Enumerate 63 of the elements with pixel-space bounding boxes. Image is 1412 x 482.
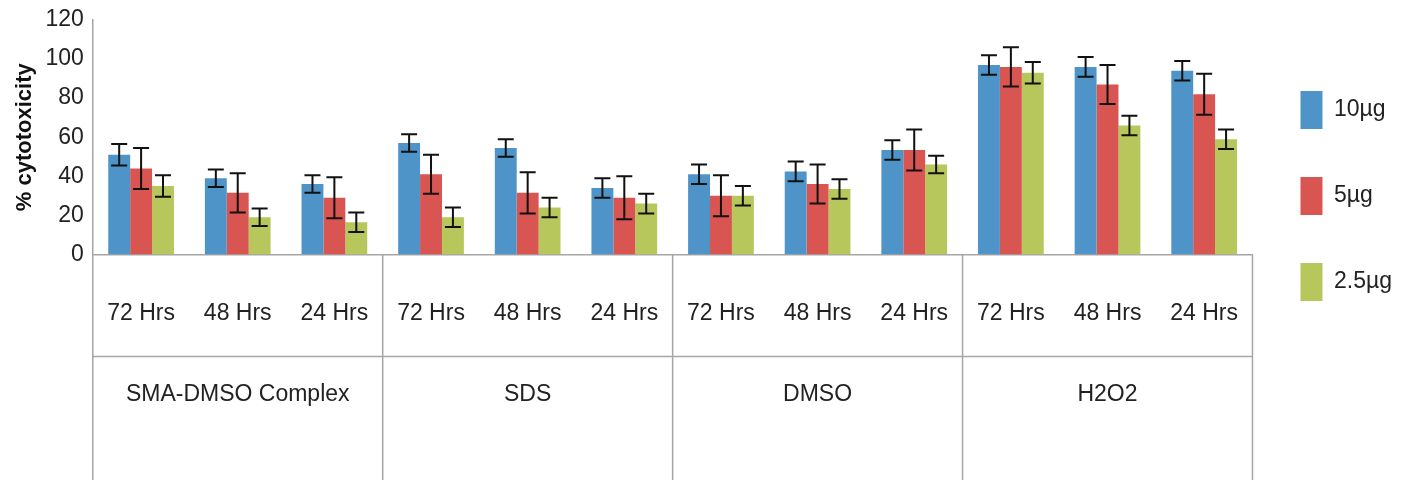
y-tick-label: 60 xyxy=(58,122,84,149)
bar xyxy=(152,186,174,255)
bar xyxy=(635,203,658,255)
x-tick-label: 48 Hrs xyxy=(783,298,852,325)
bar xyxy=(301,184,324,255)
x-tick-label: 24 Hrs xyxy=(300,298,369,325)
bar xyxy=(1074,66,1097,255)
bar xyxy=(710,195,732,255)
bar xyxy=(1215,139,1238,255)
legend-label: 2.5µg xyxy=(1333,267,1393,294)
bar xyxy=(903,149,926,255)
bar xyxy=(978,64,1000,255)
bar xyxy=(784,171,807,255)
bar xyxy=(1171,70,1194,255)
y-tick-label: 40 xyxy=(58,161,84,188)
bar xyxy=(226,192,249,255)
bar xyxy=(1118,125,1141,255)
bar xyxy=(688,174,710,255)
bar xyxy=(420,174,442,255)
legend-label: 5µg xyxy=(1333,181,1373,208)
y-tick-label: 120 xyxy=(45,5,84,32)
x-tick-label: 48 Hrs xyxy=(203,298,272,325)
bar xyxy=(108,154,131,255)
bar xyxy=(731,195,754,255)
bar xyxy=(999,66,1022,255)
bar xyxy=(130,168,153,255)
bar xyxy=(248,217,271,255)
x-tick-label: 72 Hrs xyxy=(107,298,175,325)
x-tick-label: 48 Hrs xyxy=(1073,298,1142,325)
y-axis-title: % cytotoxicity xyxy=(11,62,37,212)
bar xyxy=(1096,84,1119,255)
text: DMSO xyxy=(783,379,853,406)
x-tick-label: 24 Hrs xyxy=(1170,298,1239,325)
y-tick-label: 20 xyxy=(58,200,84,227)
bar xyxy=(204,178,227,255)
y-tick-label: 0 xyxy=(70,239,84,266)
bar xyxy=(1193,94,1216,255)
bar xyxy=(398,143,421,255)
x-tick-label: 48 Hrs xyxy=(493,298,562,325)
x-tick-label: 24 Hrs xyxy=(590,298,659,325)
x-tick-label: 72 Hrs xyxy=(687,298,755,325)
legend-label: 10µg xyxy=(1333,95,1386,122)
bar xyxy=(538,207,561,255)
bar xyxy=(441,217,464,255)
text: SMA-DMSO Complex xyxy=(125,379,351,406)
bar xyxy=(591,187,614,255)
y-tick-label: 100 xyxy=(45,44,84,71)
text: SDS xyxy=(504,379,552,406)
bar xyxy=(828,188,851,255)
x-tick-label: 72 Hrs xyxy=(977,298,1045,325)
bar xyxy=(323,197,346,255)
x-tick-label: 72 Hrs xyxy=(397,298,465,325)
bar xyxy=(345,222,368,255)
bar xyxy=(881,149,904,255)
bar xyxy=(925,164,948,255)
bar xyxy=(1021,72,1044,255)
bar xyxy=(613,197,636,255)
bar xyxy=(494,147,517,255)
x-tick-label: 24 Hrs xyxy=(880,298,949,325)
y-tick-label: 80 xyxy=(58,83,84,110)
bar xyxy=(806,184,829,255)
text: H2O2 xyxy=(1077,379,1138,406)
bar xyxy=(516,192,539,255)
